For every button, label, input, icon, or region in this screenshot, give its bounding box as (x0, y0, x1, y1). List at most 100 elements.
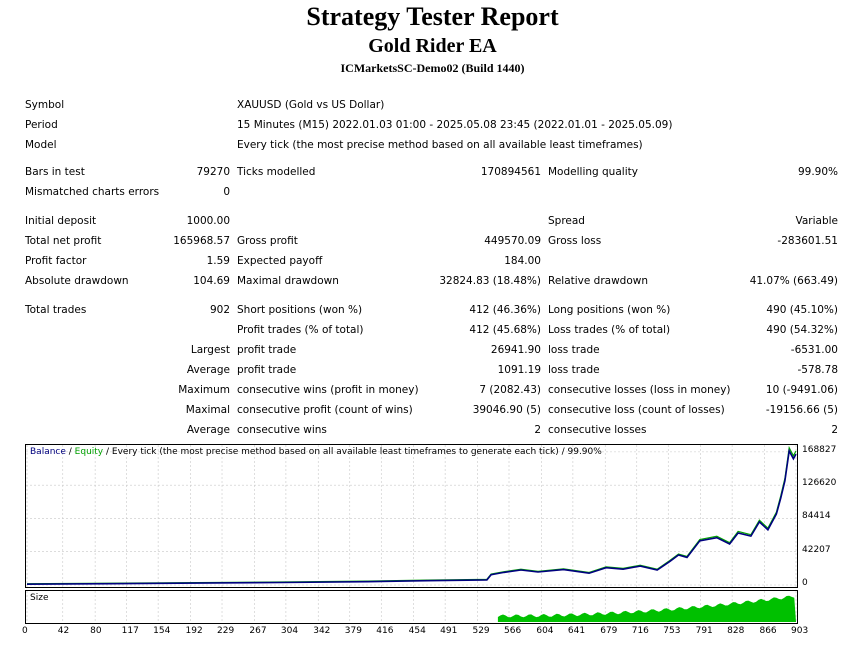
deposit-label: Initial deposit (25, 215, 97, 227)
model-label: Model (25, 139, 57, 151)
x-tick-label: 267 (249, 626, 267, 636)
report-subtitle: Gold Rider EA (368, 35, 497, 57)
maximal-consecutive-loss-value: -19156.66 (5) (765, 404, 838, 416)
balance-chart-plot (26, 445, 797, 587)
equity-line (26, 445, 797, 585)
average-consecutive-losses-label: consecutive losses (548, 424, 647, 436)
x-tick-label: 154 (153, 626, 171, 636)
maximal-consecutive-profit-label: consecutive profit (count of wins) (237, 404, 413, 416)
report-title: Strategy Tester Report (306, 2, 559, 31)
gross-profit-value: 449570.09 (484, 235, 541, 247)
maximal-label: Maximal (185, 404, 230, 416)
relative-drawdown-label: Relative drawdown (548, 275, 649, 287)
x-tick-label: 304 (280, 626, 299, 636)
profit-factor-label: Profit factor (25, 255, 87, 267)
expected-payoff-label: Expected payoff (237, 255, 323, 267)
gross-profit-label: Gross profit (237, 235, 298, 247)
loss-trades-label: Loss trades (% of total) (548, 324, 671, 336)
legend-balance: Balance (30, 447, 66, 457)
x-tick-label: 454 (408, 626, 426, 636)
x-tick-label: 791 (695, 626, 713, 636)
x-tick-label: 491 (440, 626, 458, 636)
x-tick-label: 192 (185, 626, 203, 636)
size-area (497, 595, 796, 622)
chart-legend: Balance / Equity / Every tick (the most … (30, 447, 602, 457)
x-tick-label: 828 (727, 626, 745, 636)
y-tick-label: 168827 (802, 444, 837, 455)
y-tick-label: 42207 (802, 544, 831, 555)
x-tick-label: 716 (631, 626, 649, 636)
x-tick-label: 0 (22, 626, 28, 636)
x-tick-label: 753 (663, 626, 681, 636)
period-label: Period (25, 119, 58, 131)
average-loss-value: -578.78 (797, 364, 838, 376)
quality-label: Modelling quality (548, 166, 638, 178)
ticks-label: Ticks modelled (237, 166, 316, 178)
long-positions-value: 490 (45.10%) (766, 304, 838, 316)
model-value: Every tick (the most precise method base… (237, 139, 643, 151)
y-tick-label: 0 (802, 578, 808, 588)
size-chart: Size (25, 590, 798, 624)
short-positions-value: 412 (46.36%) (469, 304, 541, 316)
y-tick-label: 84414 (802, 511, 831, 522)
profit-trades-label: Profit trades (% of total) (237, 324, 364, 336)
x-tick-label: 416 (376, 626, 394, 636)
profit-factor-value: 1.59 (206, 255, 230, 267)
size-chart-plot (26, 591, 797, 623)
server-info: ICMarketsSC-Demo02 (Build 1440) (340, 61, 525, 75)
x-tick-label: 379 (344, 626, 362, 636)
x-tick-label: 342 (313, 626, 331, 636)
spread-label: Spread (548, 215, 585, 227)
average-profit-value: 1091.19 (497, 364, 541, 376)
max-consecutive-wins-value: 7 (2082.43) (479, 384, 541, 396)
deposit-value: 1000.00 (186, 215, 230, 227)
average-consecutive-losses-value: 2 (831, 424, 838, 436)
x-tick-label: 566 (504, 626, 522, 636)
max-consecutive-losses-label: consecutive losses (loss in money) (548, 384, 731, 396)
size-label: Size (30, 593, 49, 603)
total-trades-label: Total trades (25, 304, 87, 316)
average-loss-label: loss trade (548, 364, 600, 376)
largest-loss-label: loss trade (548, 344, 600, 356)
bars-label: Bars in test (25, 166, 85, 178)
bars-value: 79270 (196, 166, 230, 178)
balance-line (26, 448, 797, 585)
total-trades-value: 902 (209, 304, 230, 316)
symbol-value: XAUUSD (Gold vs US Dollar) (237, 99, 385, 111)
average-consecutive-wins-value: 2 (534, 424, 541, 436)
mismatch-label: Mismatched charts errors (25, 186, 160, 198)
max-consecutive-wins-label: consecutive wins (profit in money) (237, 384, 419, 396)
largest-profit-value: 26941.90 (490, 344, 541, 356)
largest-label: Largest (190, 344, 230, 356)
x-tick-label: 641 (567, 626, 586, 636)
x-tick-label: 679 (600, 626, 618, 636)
legend-equity: Equity (74, 447, 104, 457)
x-tick-label: 529 (472, 626, 490, 636)
balance-chart: Balance / Equity / Every tick (the most … (25, 444, 798, 588)
short-positions-label: Short positions (won %) (237, 304, 363, 316)
legend-sep: / (65, 447, 75, 457)
ticks-value: 170894561 (480, 166, 541, 178)
maximal-drawdown-label: Maximal drawdown (237, 275, 339, 287)
x-tick-label: 80 (90, 626, 102, 636)
symbol-label: Symbol (25, 99, 65, 111)
y-tick-label: 126620 (802, 478, 837, 489)
largest-profit-label: profit trade (237, 344, 297, 356)
average-label: Average (186, 364, 230, 376)
legend-desc: / Every tick (the most precise method ba… (103, 447, 602, 457)
long-positions-label: Long positions (won %) (548, 304, 671, 316)
mismatch-value: 0 (223, 186, 230, 198)
absolute-drawdown-label: Absolute drawdown (25, 275, 129, 287)
x-tick-label: 866 (759, 626, 777, 636)
largest-loss-value: -6531.00 (790, 344, 838, 356)
average-profit-label: profit trade (237, 364, 297, 376)
absolute-drawdown-value: 104.69 (193, 275, 230, 287)
expected-payoff-value: 184.00 (504, 255, 541, 267)
average-consecutive-label: Average (186, 424, 230, 436)
max-consecutive-losses-value: 10 (-9491.06) (765, 384, 838, 396)
loss-trades-value: 490 (54.32%) (766, 324, 838, 336)
profit-trades-value: 412 (45.68%) (469, 324, 541, 336)
gross-loss-label: Gross loss (548, 235, 602, 247)
x-tick-label: 903 (791, 626, 809, 636)
average-consecutive-wins-label: consecutive wins (237, 424, 327, 436)
